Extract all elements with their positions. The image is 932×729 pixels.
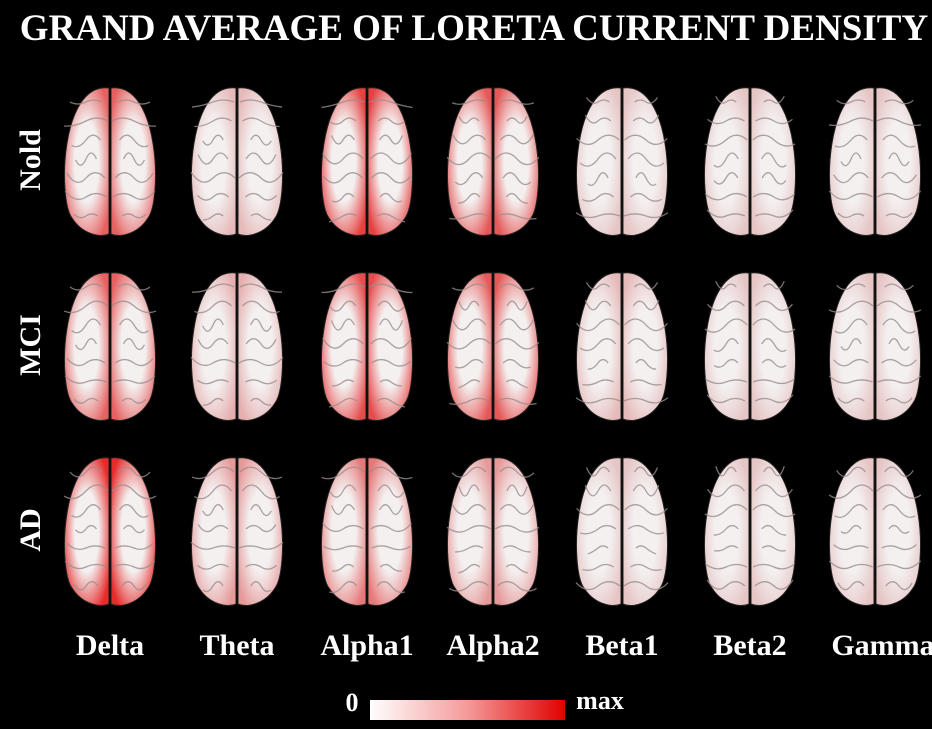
- column-label: Theta: [200, 629, 275, 662]
- figure: GRAND AVERAGE OF LORETA CURRENT DENSITY …: [0, 0, 932, 724]
- row-label: AD: [14, 508, 47, 551]
- column-label: Beta2: [713, 629, 786, 662]
- column-label: Alpha1: [320, 629, 413, 662]
- column-label: Beta1: [585, 629, 658, 662]
- column-label: Delta: [76, 629, 144, 662]
- row-label: MCI: [14, 314, 47, 376]
- column-label: Alpha2: [446, 629, 539, 662]
- column-label: Gamma: [831, 629, 932, 662]
- colorbar-min-label: 0: [346, 688, 359, 717]
- colorbar-max-label: max: [576, 686, 624, 715]
- row-label: Nold: [14, 129, 47, 191]
- colorbar: [370, 700, 565, 720]
- figure-title: GRAND AVERAGE OF LORETA CURRENT DENSITY: [20, 8, 929, 49]
- page: GRAND AVERAGE OF LORETA CURRENT DENSITY …: [0, 0, 932, 724]
